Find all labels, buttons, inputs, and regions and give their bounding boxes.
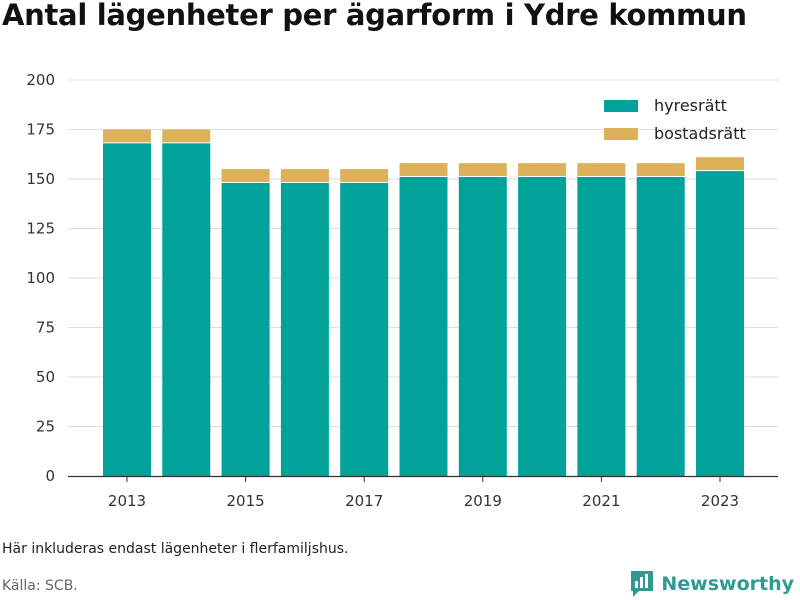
legend-swatch: [604, 128, 638, 140]
bar-segment-hyresratt: [280, 182, 329, 476]
bar-segment-bostadsratt: [696, 157, 744, 171]
bar-segment-hyresratt: [577, 177, 626, 476]
legend: hyresrätt bostadsrätt: [604, 96, 746, 143]
bar-segment-hyresratt: [103, 143, 151, 477]
bar-segment-hyresratt: [636, 177, 685, 476]
x-tick-label: 2021: [582, 492, 620, 510]
bar-segment-bostadsratt: [636, 163, 685, 177]
bar-segment-hyresratt: [399, 177, 448, 476]
x-tick-label: 2013: [108, 492, 146, 510]
legend-swatch: [604, 100, 638, 112]
y-tick-label: 25: [36, 418, 55, 436]
x-tick-label: 2015: [227, 492, 265, 510]
axes: 0 25 50 75 100 125 150 175 200 2013 2015 2017 2019 20…: [26, 71, 778, 510]
stacked-bar-chart: 0 25 50 75 100 125 150 175 200 2013 2015 2017 2019 20…: [26, 71, 778, 510]
y-tick-label: 100: [26, 269, 55, 287]
bar-segment-hyresratt: [518, 177, 567, 476]
bar-segment-bostadsratt: [280, 169, 329, 182]
bar-chart-icon: [631, 571, 654, 597]
y-tick-label: 125: [26, 220, 55, 238]
bars: [103, 129, 744, 477]
bar-segment-hyresratt: [458, 177, 507, 476]
legend-label: hyresrätt: [654, 96, 727, 115]
y-tick-label: 0: [45, 467, 55, 485]
legend-label: bostadsrätt: [654, 124, 746, 143]
x-tick-label: 2017: [345, 492, 383, 510]
bar-segment-hyresratt: [162, 143, 211, 477]
source-note: Källa: SCB.: [2, 578, 78, 594]
y-tick-label: 150: [26, 170, 55, 188]
bar-segment-bostadsratt: [162, 129, 211, 143]
bar-segment-bostadsratt: [577, 163, 626, 177]
bar-segment-hyresratt: [696, 171, 744, 476]
bar-segment-hyresratt: [340, 182, 389, 476]
bar-segment-bostadsratt: [458, 163, 507, 177]
bar-segment-bostadsratt: [399, 163, 448, 177]
brand-name: Newsworthy: [661, 573, 794, 595]
bar-segment-bostadsratt: [221, 169, 270, 182]
y-tick-label: 50: [36, 368, 55, 386]
y-tick-label: 200: [26, 71, 55, 89]
x-tick-label: 2019: [464, 492, 502, 510]
bar-segment-bostadsratt: [340, 169, 389, 182]
y-tick-label: 75: [36, 319, 55, 337]
bar-segment-bostadsratt: [103, 129, 151, 143]
footnote: Här inkluderas endast lägenheter i flerf…: [2, 541, 349, 557]
bar-segment-hyresratt: [221, 182, 270, 476]
bar-segment-bostadsratt: [518, 163, 567, 177]
y-tick-label: 175: [26, 121, 55, 139]
x-tick-label: 2023: [701, 492, 739, 510]
newsworthy-logo: Newsworthy: [629, 569, 794, 599]
chart-title: Antal lägenheter per ägarform i Ydre kom…: [2, 0, 747, 32]
